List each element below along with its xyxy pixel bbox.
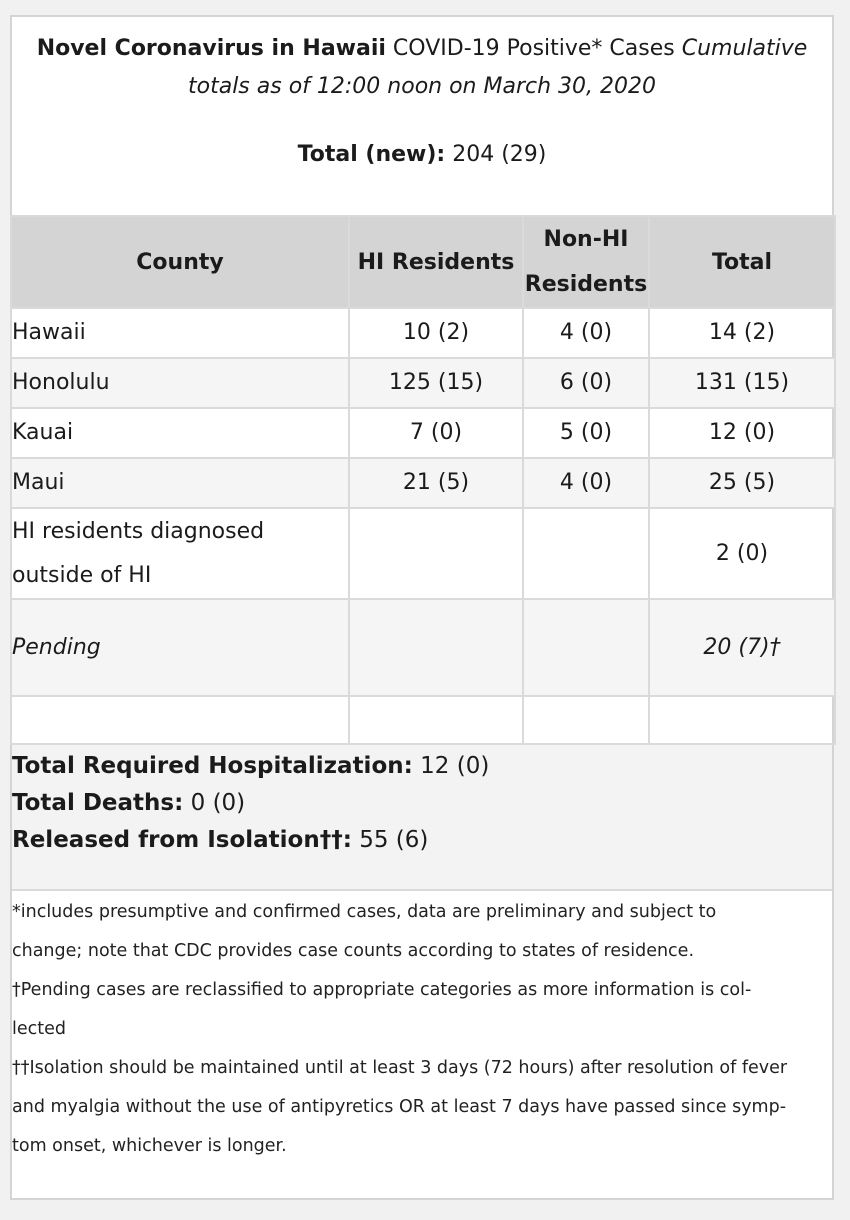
non-hi-residents-cell: 4 (0) — [522, 307, 650, 359]
released-line: Released from Isolation††: 55 (6) — [12, 822, 832, 859]
empty-cell — [348, 598, 524, 697]
empty-cell — [522, 598, 650, 697]
hi-residents-cell: 10 (2) — [348, 307, 524, 359]
footnotes: *includes presumptive and confirmed case… — [12, 891, 832, 1166]
title-italic: Cumulative totals as of 12:00 noon on Ma… — [188, 36, 808, 99]
footnote-line: and myalgia without the use of antipyret… — [12, 1097, 787, 1117]
header-hi-residents: HI Residents — [348, 215, 524, 309]
outside-hi-label-cell: HI residents diagnosed outside of HI — [10, 507, 350, 600]
total-new-label: Total (new): — [297, 142, 446, 167]
non-hi-residents-cell: 5 (0) — [522, 407, 650, 459]
header-non-hi-line2: Residents — [524, 272, 648, 297]
county-cell: Kauai — [10, 407, 350, 459]
empty-cell — [522, 507, 650, 600]
total-new-line: Total (new): 204 (29) — [12, 136, 832, 174]
table-row-blank — [10, 695, 836, 745]
non-hi-residents-cell: 6 (0) — [522, 357, 650, 409]
county-cell: Honolulu — [10, 357, 350, 409]
total-cell: 14 (2) — [648, 307, 836, 359]
table-row: Kauai 7 (0) 5 (0) 12 (0) — [10, 407, 836, 459]
table-row: Honolulu 125 (15) 6 (0) 131 (15) — [10, 357, 836, 409]
non-hi-residents-cell: 4 (0) — [522, 457, 650, 509]
hospitalization-label: Total Required Hospitalization: — [12, 753, 413, 779]
empty-cell — [522, 695, 650, 745]
footnote-line: change; note that CDC provides case coun… — [12, 941, 695, 961]
deaths-line: Total Deaths: 0 (0) — [12, 785, 832, 822]
deaths-value: 0 (0) — [183, 790, 246, 816]
table-header-row: County HI Residents Non-HI Residents Tot… — [10, 215, 836, 309]
footnote-line: lected — [12, 1019, 66, 1039]
hi-residents-cell: 21 (5) — [348, 457, 524, 509]
hi-residents-cell: 7 (0) — [348, 407, 524, 459]
empty-cell — [648, 695, 836, 745]
header-non-hi-residents: Non-HI Residents — [522, 215, 650, 309]
total-cell: 20 (7)† — [648, 598, 836, 697]
total-cell: 12 (0) — [648, 407, 836, 459]
total-cell: 2 (0) — [648, 507, 836, 600]
pending-label-cell: Pending — [10, 598, 350, 697]
empty-cell — [348, 507, 524, 600]
outside-hi-label-line2: outside of HI — [12, 562, 152, 588]
title: Novel Coronavirus in Hawaii COVID-19 Pos… — [12, 30, 832, 106]
title-plain: COVID-19 Positive* Cases — [385, 36, 682, 61]
footnote-line: tom onset, whichever is longer. — [12, 1136, 287, 1156]
hi-residents-cell: 125 (15) — [348, 357, 524, 409]
total-new-value: 204 (29) — [445, 142, 547, 167]
table-row-pending: Pending 20 (7)† — [10, 598, 836, 697]
footnote-line: *includes presumptive and confirmed case… — [12, 902, 717, 922]
footnote-line: ††Isolation should be maintained until a… — [12, 1058, 788, 1078]
header: Novel Coronavirus in Hawaii COVID-19 Pos… — [12, 17, 832, 215]
covid-cases-panel: Novel Coronavirus in Hawaii COVID-19 Pos… — [10, 15, 836, 1200]
header-non-hi-line1: Non-HI — [543, 227, 629, 252]
deaths-label: Total Deaths: — [12, 790, 184, 816]
header-total: Total — [648, 215, 836, 309]
county-cell: Maui — [10, 457, 350, 509]
title-bold: Novel Coronavirus in Hawaii — [36, 36, 386, 61]
total-cell: 131 (15) — [648, 357, 836, 409]
total-cell: 25 (5) — [648, 457, 836, 509]
empty-cell — [10, 695, 350, 745]
county-cell: Hawaii — [10, 307, 350, 359]
table-row-outside-hi: HI residents diagnosed outside of HI 2 (… — [10, 507, 836, 600]
hospitalization-line: Total Required Hospitalization: 12 (0) — [12, 748, 832, 785]
released-label: Released from Isolation††: — [12, 827, 352, 853]
hospitalization-value: 12 (0) — [412, 753, 490, 779]
cases-table: County HI Residents Non-HI Residents Tot… — [10, 215, 836, 745]
footnote-line: †Pending cases are reclassified to appro… — [12, 980, 752, 1000]
table-row: Hawaii 10 (2) 4 (0) 14 (2) — [10, 307, 836, 359]
outside-hi-label-line1: HI residents diagnosed — [12, 518, 265, 544]
empty-cell — [348, 695, 524, 745]
summary-block: Total Required Hospitalization: 12 (0) T… — [12, 745, 832, 891]
released-value: 55 (6) — [351, 827, 429, 853]
header-county: County — [10, 215, 350, 309]
table-row: Maui 21 (5) 4 (0) 25 (5) — [10, 457, 836, 509]
